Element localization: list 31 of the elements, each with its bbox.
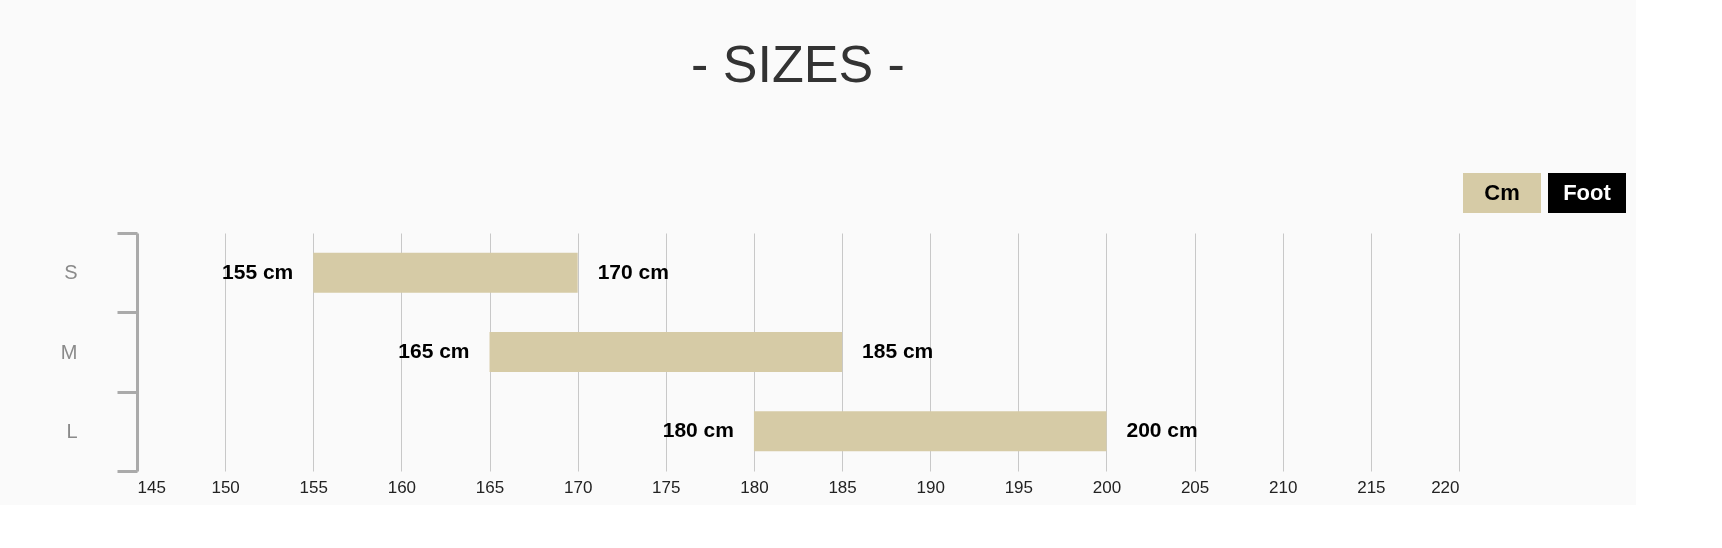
annotation: 185 cm — [862, 339, 934, 362]
x-tick-label: 185 — [828, 477, 857, 497]
x-tick-label: 170 — [563, 477, 593, 497]
y-tick-label: L — [66, 419, 78, 442]
x-tick-label: 195 — [1004, 477, 1034, 497]
x-tick-label: 165 — [475, 477, 505, 497]
bar — [313, 252, 578, 293]
text: Cm — [1484, 180, 1520, 205]
x-tick-label: 205 — [1180, 477, 1210, 497]
x-tick-label: 190 — [916, 477, 945, 497]
annotation: 200 cm — [1126, 418, 1198, 442]
text: Foot — [1563, 180, 1612, 205]
y-tick-label: M — [60, 340, 78, 363]
bar — [753, 411, 1107, 452]
annotation: 170 cm — [597, 259, 669, 283]
y-tick-label: S — [64, 261, 78, 284]
x-tick-label: 160 — [387, 477, 417, 497]
x-tick-label: 150 — [211, 477, 240, 497]
x-tick-label: 180 — [740, 477, 769, 497]
annotation: 165 cm — [398, 339, 470, 362]
x-tick-label: 215 — [1357, 477, 1386, 497]
x-tick-label: 220 — [1431, 477, 1460, 497]
x-tick-label: 200 — [1092, 477, 1122, 497]
annotation: 155 cm — [222, 259, 294, 283]
chart-title: - SIZES - — [691, 35, 905, 93]
x-tick-label: 175 — [652, 477, 681, 497]
x-tick-label: 145 — [137, 477, 166, 497]
x-tick-label: 155 — [299, 477, 328, 497]
annotation: 180 cm — [662, 418, 734, 442]
bar — [489, 332, 843, 372]
x-tick-label: 210 — [1269, 477, 1298, 497]
